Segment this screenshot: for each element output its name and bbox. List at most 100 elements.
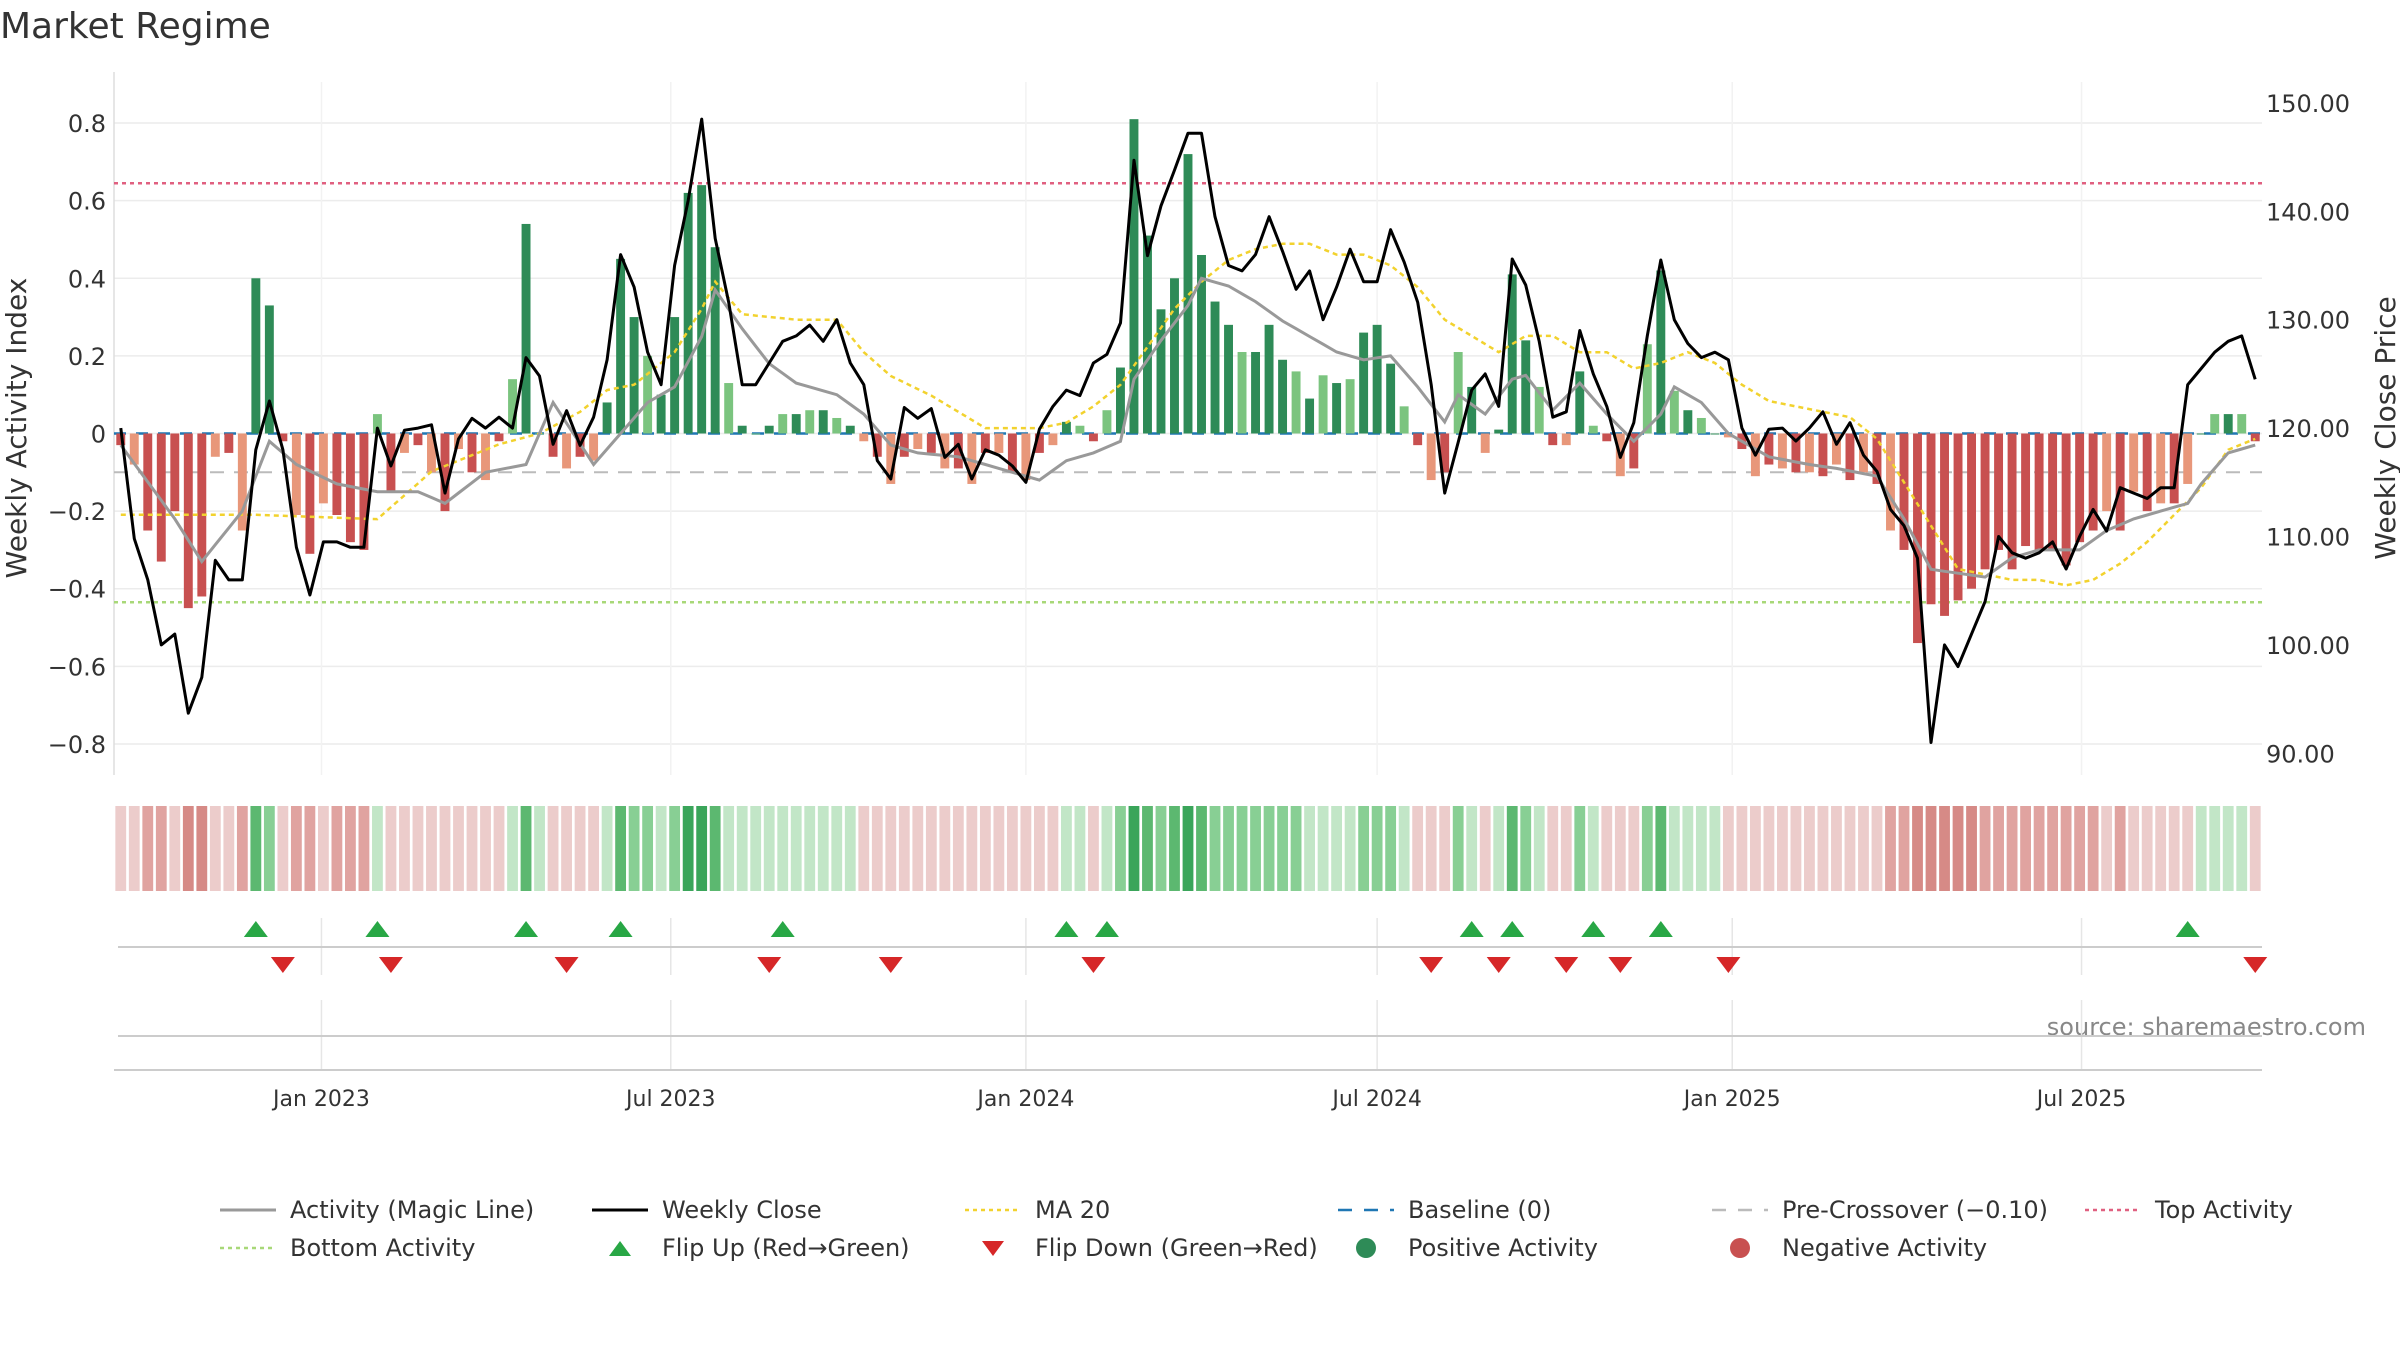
regime-cell [939,806,951,891]
y2-tick-label: 110.00 [2266,523,2350,551]
activity-bar [427,433,436,473]
activity-bar [1980,433,1990,570]
activity-bar [562,433,572,469]
activity-bar [994,433,1004,453]
regime-cell [1317,806,1329,891]
regime-cell [1574,806,1586,891]
regime-cell [1101,806,1113,891]
activity-bar [1588,425,1598,434]
flip-down-marker [1554,957,1579,973]
activity-bar [2102,433,2112,512]
regime-cell [1358,806,1370,891]
activity-bar [1818,433,1828,477]
legend-symbol [982,1241,1004,1256]
regime-cell [331,806,343,891]
activity-bar [616,258,626,434]
y-tick-label: −0.4 [48,576,106,604]
activity-bar [1994,433,2004,550]
activity-bar [1507,274,1517,434]
flip-down-marker [1716,957,1741,973]
activity-bar [737,425,747,434]
regime-cell [196,806,208,891]
activity-bar [156,433,166,562]
regime-cell [1749,806,1761,891]
x-tick-label: Jul 2025 [2035,1087,2127,1112]
activity-bar [1791,433,1801,473]
legend-label: Negative Activity [1782,1234,1988,1262]
flip-up-marker [770,921,795,937]
activity-bar [2210,414,2220,434]
activity-bar [291,433,301,515]
y2-tick-label: 140.00 [2266,198,2350,226]
activity-bar [1291,371,1301,434]
activity-bar [1669,390,1679,434]
activity-bar [467,433,477,473]
regime-cell [290,806,302,891]
activity-bar [845,425,855,434]
activity-bar [1453,352,1463,434]
regime-cell [561,806,572,891]
regime-cell [426,806,437,891]
flip-up-marker [2175,921,2200,937]
regime-cell [858,806,870,891]
activity-bar [1764,433,1774,465]
legend-item: Bottom Activity [220,1233,475,1263]
activity-bar [1710,433,1720,435]
activity-bar [2169,433,2179,504]
flip-down-marker [554,957,579,973]
flip-up-marker [243,921,268,937]
legend-symbol [220,1208,276,1212]
activity-bar [1926,433,1936,605]
regime-cell [1250,806,1261,891]
legend-item: Flip Down (Green→Red) [965,1233,1318,1263]
regime-cell [1196,806,1207,891]
legend-item: Activity (Magic Line) [220,1195,534,1225]
regime-cell [1223,806,1234,891]
flip-up-marker [365,921,390,937]
regime-cell [2168,806,2180,891]
activity-bar [1696,417,1706,434]
regime-cell [1641,806,1653,891]
activity-bar [1953,433,1963,601]
regime-cell [345,806,356,891]
flip-down-marker [1486,957,1511,973]
activity-bar [494,433,504,442]
regime-cell [2060,806,2072,891]
regime-cell [682,806,694,891]
regime-cell [1858,806,1869,891]
regime-cell [1236,806,1248,891]
regime-cell [1344,806,1356,891]
legend-item: Flip Up (Red→Green) [592,1233,910,1263]
regime-cell [2087,806,2099,891]
regime-cell [2236,806,2248,891]
activity-bar [2223,414,2233,434]
y2-tick-label: 90.00 [2266,740,2335,768]
activity-bar [1332,383,1342,434]
activity-bar [318,433,328,504]
regime-cell [1155,806,1167,891]
activity-bar [2250,433,2260,442]
legend-label: Pre-Crossover (−0.10) [1782,1196,2049,1224]
y2-tick-label: 100.00 [2266,632,2350,660]
activity-bar [656,394,666,434]
regime-heatmap [115,806,2261,891]
activity-bar [1899,433,1909,550]
regime-cell [2047,806,2059,891]
y-tick-label: 0.8 [68,110,106,138]
flip-up-marker [608,921,633,937]
legend-item: Pre-Crossover (−0.10) [1712,1195,2048,1225]
activity-bar [2129,433,2139,492]
y-tick-label: 0.6 [68,188,106,216]
activity-bar [1129,119,1139,434]
legend-symbol [220,1246,276,1250]
regime-cell [655,806,667,891]
activity-bar [1372,324,1382,434]
regime-cell [709,806,721,891]
y-axis-label: Weekly Activity Index [0,278,33,579]
regime-cell [453,806,464,891]
regime-cell [1466,806,1478,891]
activity-bar [1534,386,1544,434]
activity-bar [1278,359,1288,434]
regime-cell [669,806,681,891]
activity-bar [967,433,977,484]
